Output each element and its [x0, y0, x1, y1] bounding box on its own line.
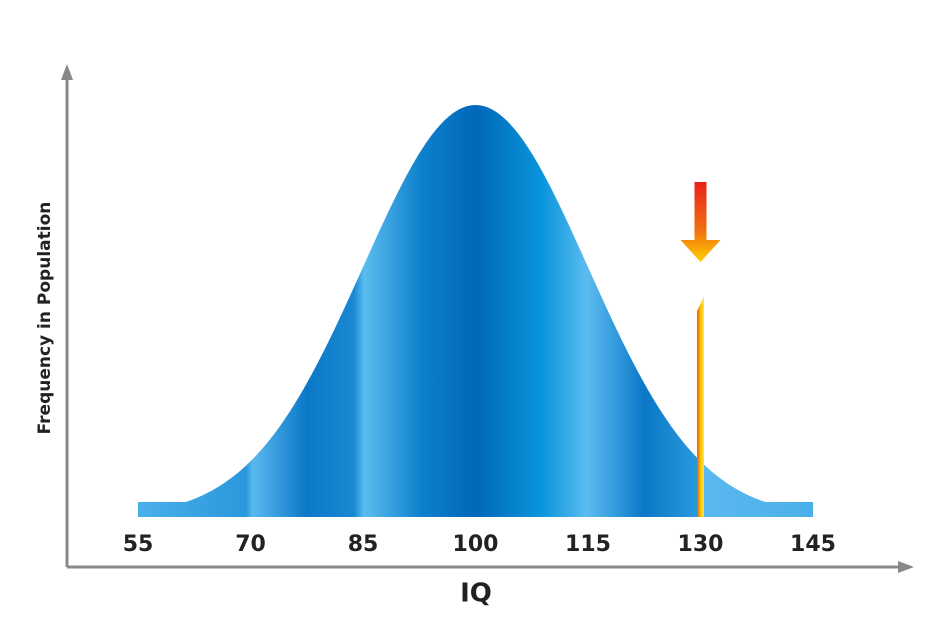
x-tick-label: 70: [235, 532, 266, 557]
x-axis-arrow: [898, 561, 914, 573]
x-tick-label: 100: [453, 532, 499, 557]
x-tick-label: 145: [790, 532, 836, 557]
x-tick-label: 130: [678, 532, 724, 557]
y-axis-arrow: [61, 64, 73, 80]
axes: [61, 64, 914, 573]
y-axis-label: Frequency in Population: [35, 202, 55, 435]
x-tick-label: 85: [348, 532, 379, 557]
bell-curve: [138, 105, 813, 517]
highlight-bar: [697, 296, 704, 517]
highlight-arrow: [680, 182, 721, 262]
x-tick-label: 115: [565, 532, 611, 557]
x-tick-label: 55: [123, 532, 154, 557]
x-axis-label: IQ: [460, 579, 492, 609]
